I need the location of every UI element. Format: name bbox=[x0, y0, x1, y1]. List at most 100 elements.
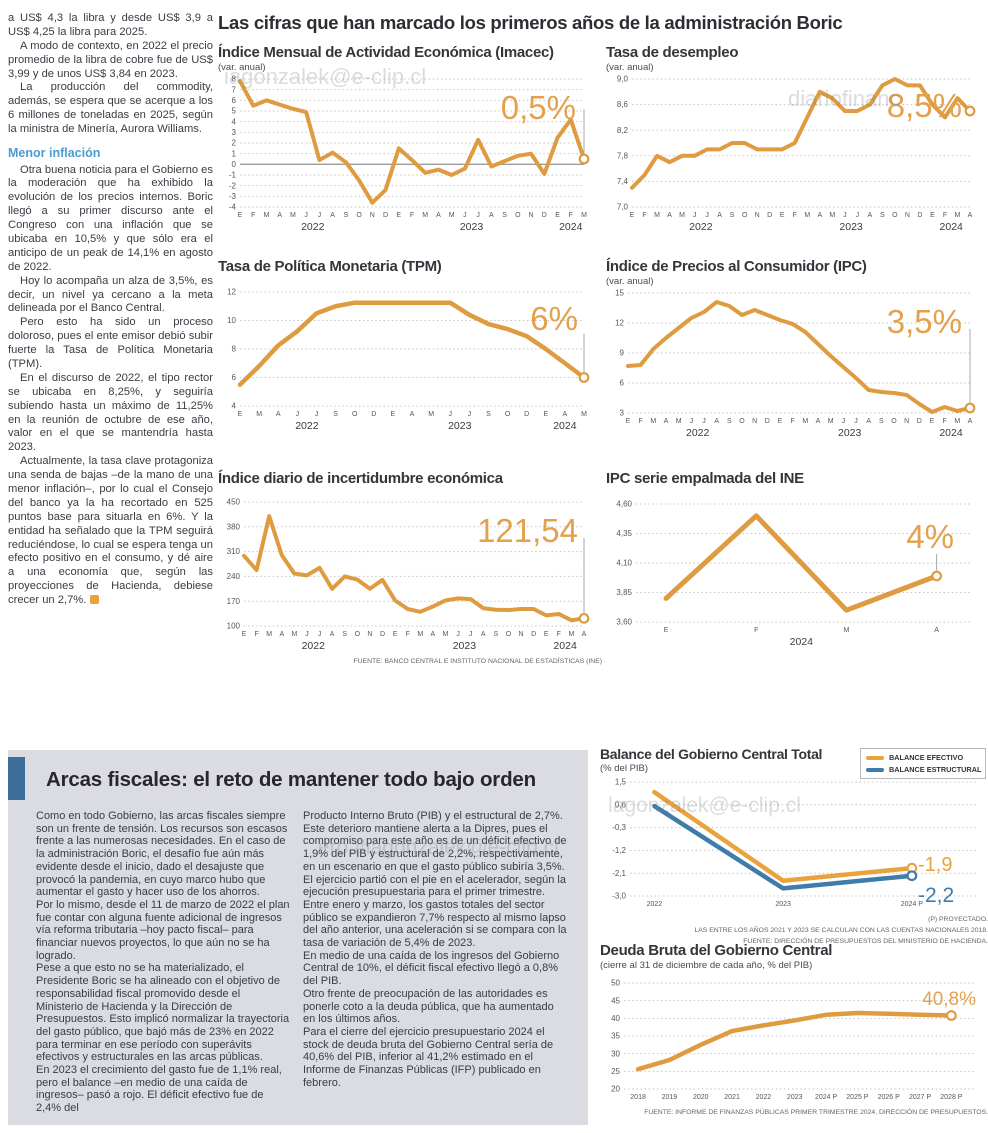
bottom-column-2: Producto Interno Bruto (PIB) y el estruc… bbox=[303, 810, 567, 1089]
svg-text:M: M bbox=[443, 631, 449, 638]
svg-text:1: 1 bbox=[232, 149, 237, 158]
svg-text:F: F bbox=[254, 631, 258, 638]
legend-label: BALANCE EFECTIVO bbox=[889, 753, 964, 762]
svg-text:O: O bbox=[352, 411, 358, 418]
svg-text:J: J bbox=[690, 418, 694, 425]
svg-text:A: A bbox=[330, 212, 335, 219]
svg-text:2024: 2024 bbox=[939, 427, 963, 439]
svg-text:-3: -3 bbox=[229, 192, 237, 201]
chart-subtitle: (var. anual) bbox=[606, 62, 654, 73]
svg-text:A: A bbox=[330, 631, 335, 638]
svg-text:4,10: 4,10 bbox=[616, 559, 632, 568]
svg-text:E: E bbox=[238, 212, 243, 219]
svg-text:8: 8 bbox=[232, 345, 237, 354]
desempleo-line-chart: 9,0 8,6 8,2 7,8 7,4 7,0 E F M A M J J A S O N D E F M A M J J A S O… bbox=[606, 73, 986, 237]
chart-card-desempleo: Tasa de desempleo (var. anual) 9,0 8,6 8,2… bbox=[606, 44, 986, 237]
balance-legend: BALANCE EFECTIVO BALANCE ESTRUCTURAL bbox=[860, 748, 986, 779]
svg-text:0,5%: 0,5% bbox=[501, 89, 576, 126]
svg-text:A: A bbox=[276, 411, 281, 418]
svg-text:M: M bbox=[568, 631, 574, 638]
svg-text:-1,9: -1,9 bbox=[918, 854, 952, 876]
svg-text:2019: 2019 bbox=[662, 1094, 678, 1101]
svg-text:2024: 2024 bbox=[940, 221, 964, 233]
svg-text:D: D bbox=[524, 411, 529, 418]
svg-text:6%: 6% bbox=[530, 300, 578, 337]
chart-card-ipc: Índice de Precios al Consumidor (IPC) (v… bbox=[606, 258, 986, 443]
svg-text:4%: 4% bbox=[906, 518, 954, 555]
svg-text:5: 5 bbox=[232, 107, 237, 116]
svg-text:E: E bbox=[778, 418, 783, 425]
svg-text:2022: 2022 bbox=[686, 427, 710, 439]
svg-text:2023: 2023 bbox=[460, 221, 484, 233]
svg-text:S: S bbox=[494, 631, 499, 638]
svg-text:6: 6 bbox=[620, 379, 625, 388]
svg-text:2023: 2023 bbox=[838, 427, 862, 439]
svg-text:F: F bbox=[943, 418, 947, 425]
svg-text:D: D bbox=[917, 212, 922, 219]
chart-subtitle: (% del PIB) bbox=[600, 763, 649, 774]
chart-subtitle: (var. anual) bbox=[218, 62, 266, 73]
svg-text:O: O bbox=[515, 212, 521, 219]
chart-card-tpm: Tasa de Política Monetaria (TPM) 12 10 8 6 4… bbox=[218, 258, 602, 436]
svg-text:A: A bbox=[279, 631, 284, 638]
chart-subtitle: (var. anual) bbox=[606, 276, 654, 287]
svg-text:3: 3 bbox=[620, 409, 625, 418]
svg-text:J: J bbox=[476, 212, 480, 219]
svg-text:M: M bbox=[417, 631, 423, 638]
svg-text:A: A bbox=[866, 418, 871, 425]
svg-text:D: D bbox=[767, 212, 772, 219]
svg-text:F: F bbox=[639, 418, 643, 425]
svg-text:2020: 2020 bbox=[693, 1094, 709, 1101]
svg-text:3,5%: 3,5% bbox=[887, 303, 962, 340]
svg-text:E: E bbox=[242, 631, 247, 638]
svg-text:J: J bbox=[315, 411, 319, 418]
svg-text:J: J bbox=[305, 631, 309, 638]
chart-title: Índice diario de incertidumbre económica bbox=[218, 470, 503, 487]
svg-text:7,0: 7,0 bbox=[617, 203, 629, 212]
svg-text:J: J bbox=[469, 631, 473, 638]
svg-text:N: N bbox=[367, 631, 372, 638]
legend-row-efectivo: BALANCE EFECTIVO bbox=[866, 753, 980, 762]
svg-text:2026 P: 2026 P bbox=[878, 1094, 901, 1101]
svg-text:F: F bbox=[251, 212, 255, 219]
svg-text:2018: 2018 bbox=[630, 1094, 646, 1101]
svg-text:A: A bbox=[717, 212, 722, 219]
svg-text:J: J bbox=[705, 212, 709, 219]
svg-text:8,5%: 8,5% bbox=[887, 87, 962, 124]
svg-text:2023: 2023 bbox=[787, 1094, 803, 1101]
svg-text:M: M bbox=[654, 212, 660, 219]
svg-text:2023: 2023 bbox=[453, 640, 477, 652]
legend-row-estructural: BALANCE ESTRUCTURAL bbox=[866, 765, 982, 774]
svg-text:7,8: 7,8 bbox=[617, 151, 629, 160]
svg-text:J: J bbox=[448, 411, 452, 418]
svg-text:M: M bbox=[428, 411, 434, 418]
chart-card-deuda: Deuda Bruta del Gobierno Central (cierre… bbox=[600, 942, 988, 1116]
svg-text:2024: 2024 bbox=[553, 420, 577, 432]
svg-text:N: N bbox=[752, 418, 757, 425]
chart-title: Índice Mensual de Actividad Económica (I… bbox=[218, 44, 554, 61]
legend-label: BALANCE ESTRUCTURAL bbox=[889, 765, 982, 774]
svg-text:S: S bbox=[879, 418, 884, 425]
svg-text:A: A bbox=[968, 212, 973, 219]
svg-text:N: N bbox=[370, 212, 375, 219]
svg-text:9,0: 9,0 bbox=[617, 75, 629, 84]
svg-text:S: S bbox=[730, 212, 735, 219]
svg-text:A: A bbox=[489, 212, 494, 219]
svg-text:A: A bbox=[277, 212, 282, 219]
svg-text:-3,0: -3,0 bbox=[612, 892, 626, 901]
svg-text:121,54: 121,54 bbox=[477, 512, 578, 549]
svg-text:A: A bbox=[816, 418, 821, 425]
bottom-panel-background bbox=[8, 750, 588, 1125]
svg-text:D: D bbox=[380, 631, 385, 638]
svg-text:O: O bbox=[891, 418, 897, 425]
chart-title: Tasa de desempleo bbox=[606, 44, 739, 61]
svg-text:A: A bbox=[667, 212, 672, 219]
chart-card-balance: Balance del Gobierno Central Total (% de… bbox=[600, 746, 988, 948]
chart-card-ipc-ine: IPC serie empalmada del INE 4,60 4,35 4,10… bbox=[606, 470, 986, 652]
svg-text:D: D bbox=[383, 212, 388, 219]
svg-text:M: M bbox=[256, 411, 262, 418]
svg-text:3,60: 3,60 bbox=[616, 618, 632, 627]
svg-text:-2: -2 bbox=[229, 181, 237, 190]
svg-text:J: J bbox=[304, 212, 308, 219]
svg-text:M: M bbox=[291, 631, 297, 638]
